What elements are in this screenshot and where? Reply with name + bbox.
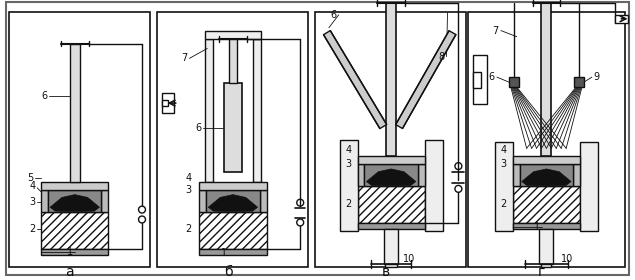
Bar [509,77,519,87]
Polygon shape [50,195,100,212]
Bar [513,186,580,223]
Text: 4: 4 [29,181,35,191]
Bar [157,12,308,267]
Bar [386,3,396,156]
Bar [519,164,573,186]
Bar [199,249,267,255]
Text: 3: 3 [345,159,352,169]
Bar [358,223,425,229]
Bar [102,190,109,212]
Text: 6: 6 [195,123,201,132]
Text: 6: 6 [41,91,47,101]
Text: 2: 2 [185,224,191,234]
Text: 3: 3 [185,185,191,195]
Polygon shape [208,195,258,212]
Bar [199,182,267,190]
Bar [384,229,398,264]
Bar [8,12,150,267]
Bar [205,39,213,182]
Bar [513,223,580,229]
Text: 4: 4 [345,145,352,155]
Bar [513,156,580,164]
Text: 9: 9 [594,72,600,82]
Bar [513,164,519,186]
Text: 10: 10 [403,254,415,264]
Text: 10: 10 [561,254,573,264]
Bar [573,164,580,186]
Bar [473,55,487,104]
Bar [425,140,443,231]
Text: 6: 6 [489,72,495,82]
Bar [41,182,109,190]
Text: 3: 3 [501,159,507,169]
Bar [358,164,364,186]
Bar [162,100,168,106]
Text: 2: 2 [345,199,352,209]
Text: 1: 1 [67,247,73,257]
Bar [199,190,206,212]
Text: 2: 2 [29,224,35,234]
Polygon shape [323,31,387,129]
Bar [253,39,260,182]
Bar [206,190,260,212]
Bar [315,12,466,267]
Bar [340,140,358,231]
Bar [418,164,425,186]
Bar [540,229,553,264]
Text: а: а [65,265,74,279]
Bar [260,190,267,212]
Text: 6: 6 [331,10,337,20]
Bar [615,15,629,23]
Bar [224,83,242,172]
Text: 1: 1 [221,248,227,258]
Text: 7: 7 [181,53,187,63]
Bar [41,190,48,212]
Text: 4: 4 [501,145,507,155]
Polygon shape [396,31,456,129]
Text: 1: 1 [534,222,540,232]
Text: б: б [224,265,232,279]
Polygon shape [522,169,571,186]
Bar [229,39,237,83]
Bar [358,186,425,223]
Bar [385,264,397,267]
Bar [205,31,260,39]
Bar [542,264,551,267]
Bar [41,249,109,255]
Polygon shape [366,169,416,186]
Text: 2: 2 [500,199,507,209]
Text: 7: 7 [493,25,499,36]
Bar [162,93,173,113]
Text: 4: 4 [185,173,191,183]
Bar [473,72,481,88]
Text: 3: 3 [29,197,35,207]
Bar [574,77,584,87]
Text: г: г [538,265,545,279]
Bar [364,164,418,186]
Bar [580,143,598,231]
Bar [358,156,425,164]
Bar [495,143,513,231]
Bar [468,12,624,267]
Text: 5: 5 [27,173,33,183]
Bar [542,3,551,156]
Bar [48,190,102,212]
Bar [199,212,267,249]
Text: в: в [382,265,391,279]
Bar [70,43,80,182]
Text: 8: 8 [438,52,444,62]
Bar [41,212,109,249]
